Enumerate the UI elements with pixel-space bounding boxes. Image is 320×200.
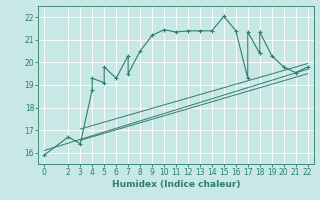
X-axis label: Humidex (Indice chaleur): Humidex (Indice chaleur)	[112, 180, 240, 189]
